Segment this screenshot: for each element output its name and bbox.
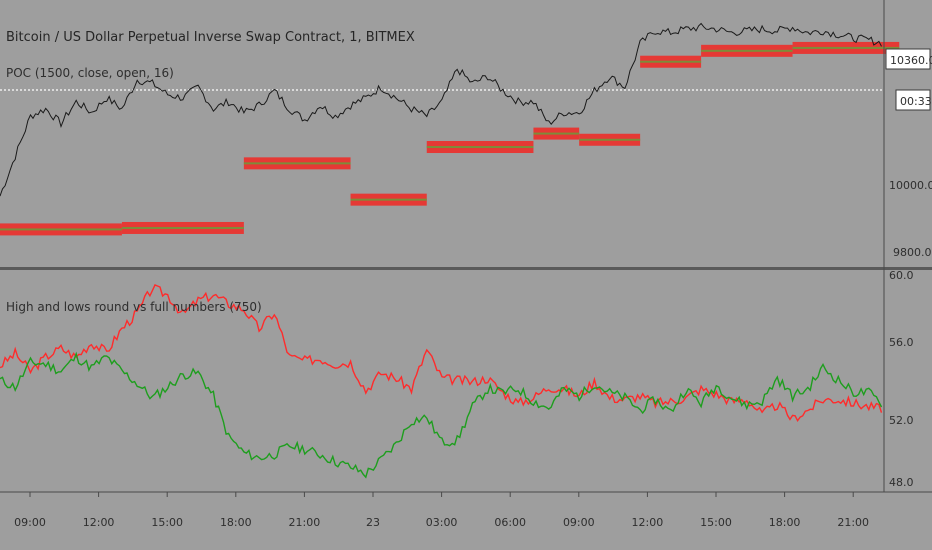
poc-midline-0 [0,228,122,231]
time-tick-label: 15:00 [151,516,183,529]
indicator-tick: 52.0 [889,414,914,427]
time-tick-label: 12:00 [632,516,664,529]
price-tick: 9800.0 [893,246,932,259]
time-tick-label: 09:00 [563,516,595,529]
time-tick-label: 18:00 [769,516,801,529]
countdown-badge: 00:33 [895,89,932,111]
time-tick-label: 12:00 [83,516,115,529]
indicator-axis[interactable]: 60.0 56.0 52.0 48.0 [889,269,914,489]
price-pane[interactable] [0,22,900,236]
price-tick: 10000.0 [889,179,932,192]
indicator-tick: 60.0 [889,269,914,282]
red-series-line [0,283,883,423]
poc-midline-7 [640,60,702,63]
time-tick-label: 21:00 [289,516,321,529]
poc-midline-3 [350,198,427,201]
poc-bands [0,41,900,236]
poc-midline-8 [701,49,793,52]
price-series [0,22,882,197]
time-tick-label: 03:00 [426,516,458,529]
time-tick-label: 18:00 [220,516,252,529]
poc-midline-6 [579,138,641,141]
poc-midline-1 [121,226,244,229]
price-line [0,22,882,197]
current-price-badge: 10360.0 [885,48,932,70]
poc-midline-5 [533,132,580,135]
indicator-tick: 56.0 [889,336,914,349]
chart-title: Bitcoin / US Dollar Perpetual Inverse Sw… [6,30,415,45]
countdown-label: 00:33 [900,95,932,108]
indicator-pane[interactable] [0,283,883,479]
poc-midline-2 [243,162,351,165]
pane-divider[interactable] [0,267,932,270]
price-axis[interactable]: 10000.0 9800.0 [889,179,932,259]
current-price-label: 10360.0 [890,54,932,67]
poc-midline-9 [792,46,900,49]
time-axis[interactable]: 09:00 12:00 15:00 18:00 21:00 23 03:00 06:00 09:… [14,492,869,529]
green-series-line [0,351,883,479]
time-tick-label: 23 [366,516,380,529]
poc-midline-4 [426,146,534,149]
indicator-tick: 48.0 [889,476,914,489]
time-tick-label: 06:00 [494,516,526,529]
time-tick-label: 21:00 [837,516,869,529]
indicator-legend: High and lows round vs full numbers (750… [6,300,262,314]
time-tick-label: 15:00 [700,516,732,529]
time-tick-label: 09:00 [14,516,46,529]
poc-legend: POC (1500, close, open, 16) [6,66,174,80]
